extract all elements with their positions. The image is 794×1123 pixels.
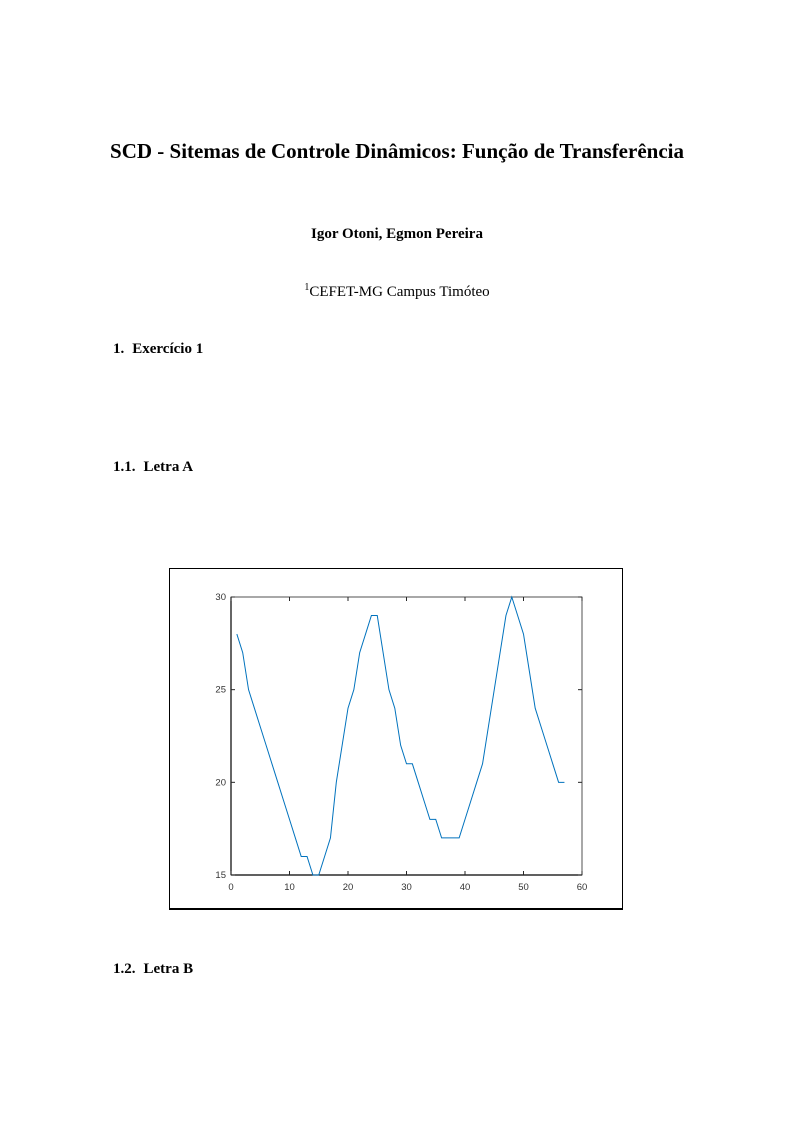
y-tick-label: 15 bbox=[215, 870, 226, 881]
section-number: 1. bbox=[113, 341, 125, 357]
line-chart: 0 10 20 30 40 50 60 15 20 25 30 bbox=[215, 592, 588, 893]
section-number: 1.2. bbox=[113, 961, 136, 977]
affiliation: 1CEFET-MG Campus Timóteo bbox=[0, 282, 794, 301]
x-tick-label: 60 bbox=[577, 882, 588, 893]
section-title: Exercício 1 bbox=[132, 341, 204, 357]
plot-area bbox=[230, 596, 583, 876]
section-heading: 1. Exercício 1 bbox=[113, 341, 203, 358]
section-title: Letra A bbox=[143, 459, 194, 475]
x-tick-label: 30 bbox=[401, 882, 412, 893]
subsection-heading: 1.1. Letra A bbox=[113, 459, 193, 476]
y-tick-label: 20 bbox=[215, 777, 226, 788]
data-series-line bbox=[236, 595, 565, 876]
affiliation-text: CEFET-MG Campus Timóteo bbox=[309, 284, 490, 300]
subsection-heading: 1.2. Letra B bbox=[113, 961, 193, 978]
y-tick-label: 30 bbox=[215, 592, 226, 603]
x-tick-label: 20 bbox=[343, 882, 354, 893]
paper-title: SCD - Sitemas de Controle Dinâmicos: Fun… bbox=[110, 139, 684, 163]
x-tick-label: 0 bbox=[228, 882, 233, 893]
figure-frame: 0 10 20 30 40 50 60 15 20 25 30 bbox=[169, 568, 623, 910]
section-number: 1.1. bbox=[113, 459, 136, 475]
y-tick-label: 25 bbox=[215, 685, 226, 696]
x-tick-label: 50 bbox=[518, 882, 529, 893]
affiliation-mark: 1 bbox=[304, 282, 310, 293]
authors: Igor Otoni, Egmon Pereira bbox=[311, 226, 483, 242]
x-tick-label: 40 bbox=[460, 882, 471, 893]
x-tick-label: 10 bbox=[284, 882, 295, 893]
section-title: Letra B bbox=[143, 961, 194, 977]
